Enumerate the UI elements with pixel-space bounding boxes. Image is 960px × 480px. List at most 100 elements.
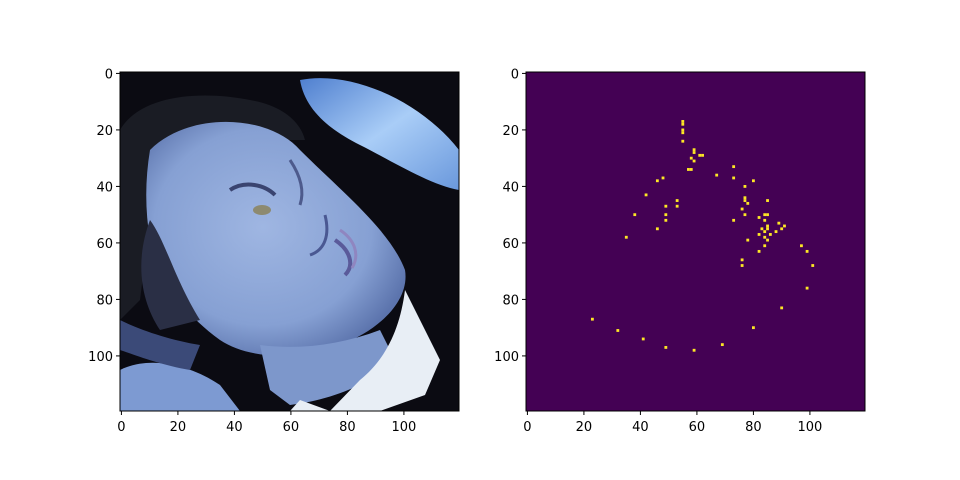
right-x-tick-label: 60: [689, 420, 706, 435]
heatmap-point: [644, 193, 648, 197]
heatmap-point: [805, 286, 809, 290]
heatmap-point: [743, 199, 747, 202]
right-y-tick-label: 0: [511, 67, 519, 82]
left-y-tick-label: 100: [88, 350, 113, 365]
lip-shape: [339, 228, 358, 269]
right-x-ticks: 0 20 40 60 80 100: [523, 411, 822, 435]
mouth-shape: [333, 238, 353, 277]
heatmap-point: [681, 122, 685, 126]
right-x-tick-label: 0: [523, 420, 531, 435]
heatmap-point: [740, 264, 744, 267]
heatmap-point: [732, 218, 736, 222]
heatmap-point: [780, 306, 784, 310]
heatmap-point: [766, 213, 769, 217]
collar-shape: [290, 400, 330, 411]
heatmap-point: [746, 238, 750, 242]
left-y-tick-label: 40: [96, 180, 113, 195]
left-axes-frame: [119, 71, 460, 412]
heatmap-point: [757, 233, 761, 236]
heatmap-point: [590, 317, 594, 321]
eyebrow-shape: [228, 182, 277, 197]
heatmap-point: [811, 264, 815, 267]
heatmap-point: [757, 216, 761, 219]
face-shape: [146, 121, 406, 356]
right-x-tick-label: 80: [745, 420, 762, 435]
heatmap-point: [732, 176, 736, 180]
left-x-tick-label: 20: [170, 420, 187, 435]
left-x-tick-label: 80: [339, 420, 356, 435]
heatmap-point: [687, 168, 690, 171]
photo-image: [120, 72, 459, 411]
right-y-tick-label: 60: [502, 237, 519, 252]
heatmap-point: [752, 326, 755, 330]
right-y-ticks: 0 20 40 60 80 100: [494, 67, 526, 365]
heatmap-point: [689, 168, 693, 171]
heatmap-point: [664, 213, 668, 217]
right-y-tick-label: 100: [494, 350, 519, 365]
heatmap-point: [763, 235, 767, 239]
nose-shape: [309, 214, 329, 257]
heatmap-point: [664, 204, 668, 208]
heatmap-point: [783, 224, 786, 228]
heatmap-point: [675, 199, 679, 202]
heatmap-point: [701, 153, 704, 157]
heatmap-point: [681, 139, 685, 143]
heatmap-point: [681, 120, 685, 123]
heatmap-point: [768, 233, 772, 236]
heatmap-point: [641, 337, 645, 341]
right-axes-frame: [525, 71, 866, 412]
heatmap-point: [692, 159, 696, 163]
shoulder-shape: [120, 362, 240, 411]
heatmap-point: [740, 258, 744, 262]
heatmap-point: [760, 227, 764, 231]
heatmap-point: [692, 151, 696, 154]
left-x-tick-label: 60: [283, 420, 300, 435]
heatmap-point: [633, 213, 637, 217]
heatmap-point: [780, 227, 784, 231]
heatmap-point: [746, 201, 750, 205]
heatmap-point: [763, 230, 767, 234]
heatmap-point: [675, 204, 679, 208]
heatmap-point: [624, 235, 628, 239]
heatmap-point: [763, 244, 767, 248]
left-y-tick-label: 0: [105, 67, 113, 82]
heatmap-point: [664, 218, 668, 222]
heatmap-point: [661, 176, 665, 180]
heatmap-point: [763, 213, 767, 217]
right-axes: 0 20 40 60 80 100 0 20 40 60 80 100: [494, 67, 866, 435]
heatmap-point: [664, 346, 668, 349]
eye-shape: [253, 205, 271, 215]
heatmap-point: [743, 213, 747, 217]
left-x-ticks: 0 20 40 60 80 100: [117, 411, 416, 435]
heatmap-point: [757, 249, 761, 253]
heatmap-point: [743, 185, 747, 188]
ear-shadow: [141, 220, 200, 330]
heatmap-point: [774, 230, 778, 234]
arm-shape: [300, 78, 459, 190]
heatmap-point: [655, 179, 659, 183]
heatmap-point: [692, 348, 696, 352]
left-y-tick-label: 80: [96, 293, 113, 308]
heatmap-point: [655, 227, 659, 231]
heatmap-point: [763, 218, 767, 222]
heatmap-background: [526, 72, 865, 411]
heatmap-point: [720, 343, 724, 347]
heatmap-point: [766, 227, 769, 231]
heatmap-point: [689, 156, 693, 160]
heatmap-point: [805, 249, 809, 253]
neck-shape: [260, 330, 395, 405]
heatmap-point: [777, 221, 781, 225]
heatmap-point: [766, 224, 769, 228]
right-y-tick-label: 80: [502, 293, 519, 308]
heatmap-point: [715, 173, 719, 177]
right-x-tick-label: 40: [632, 420, 649, 435]
left-x-tick-label: 40: [226, 420, 243, 435]
left-y-ticks: 0 20 40 60 80 100: [88, 67, 120, 365]
heatmap-point: [698, 153, 702, 157]
right-x-tick-label: 20: [576, 420, 593, 435]
heatmap-point: [800, 244, 803, 248]
heatmap-point: [732, 165, 736, 169]
right-y-tick-label: 20: [502, 124, 519, 139]
heatmap-point: [766, 199, 769, 202]
